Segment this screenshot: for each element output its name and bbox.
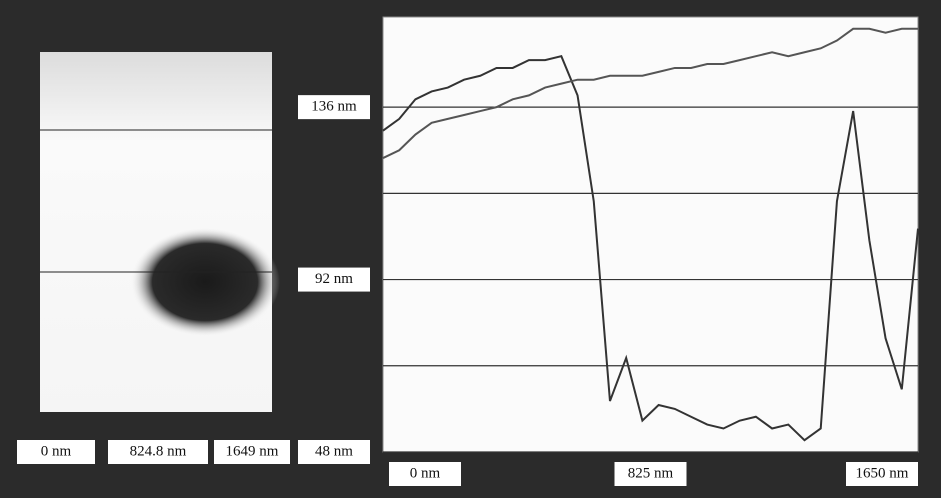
image-x-label: 1649 nm (226, 443, 279, 459)
y-tick-label: 136 nm (311, 99, 357, 115)
x-tick-label: 0 nm (410, 465, 441, 481)
label-box (298, 95, 370, 120)
afm-image (40, 52, 280, 412)
label-box (214, 440, 290, 464)
profile-line (382, 55, 919, 442)
x-tick-label: 825 nm (628, 465, 674, 481)
image-labels: 0 nm 824.8 nm 1649 nm (17, 440, 290, 464)
label-box (298, 440, 370, 464)
y-tick-label: 48 nm (315, 443, 353, 459)
plot-area (382, 16, 919, 453)
label-box (108, 440, 208, 464)
label-box (17, 440, 95, 464)
profile-line (382, 27, 918, 159)
label-box (298, 267, 370, 292)
x-tick-label: 1650 nm (856, 465, 909, 481)
label-box (389, 462, 461, 486)
label-box (846, 462, 918, 486)
image-x-label: 824.8 nm (130, 443, 187, 459)
plot: 48 nm 92 nm 136 nm 0 nm 825 nm 1650 nm (298, 27, 919, 486)
image-area (40, 52, 272, 412)
image-feature (130, 227, 280, 337)
label-box (614, 462, 687, 486)
image-x-label: 0 nm (41, 443, 72, 459)
y-tick-label: 92 nm (315, 271, 353, 287)
